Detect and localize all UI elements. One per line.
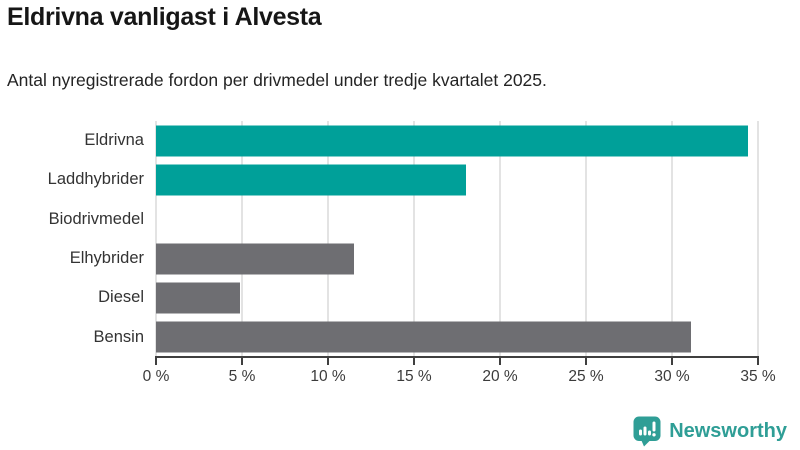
bar-row (156, 200, 758, 239)
bar (156, 282, 241, 314)
gridline (241, 121, 243, 357)
tick-label: 5 % (228, 368, 256, 385)
bar-row (156, 121, 758, 160)
newsworthy-icon (633, 416, 661, 447)
category-label: Bensin (93, 327, 144, 346)
chart-subtitle: Antal nyregistrerade fordon per drivmede… (7, 70, 547, 90)
tick-label: 10 % (310, 368, 346, 385)
tick-mark (327, 358, 329, 365)
category-label: Elhybrider (69, 249, 144, 268)
tick-mark (499, 358, 501, 365)
category-label: Eldrivna (84, 131, 144, 150)
bar (156, 164, 466, 196)
category-label: Biodrivmedel (48, 209, 144, 228)
x-axis-tick-labels: 0 % 5 % 10 % 15 % 20 % 25 % 30 % 35 % (143, 368, 776, 388)
x-axis-line (155, 356, 759, 358)
gridline (585, 121, 587, 357)
bar (156, 321, 691, 353)
tick-label: 35 % (740, 368, 776, 385)
tick-label: 25 % (568, 368, 604, 385)
tick-label: 20 % (482, 368, 518, 385)
bar (156, 243, 354, 275)
tick-mark (585, 358, 587, 365)
chart-title: Eldrivna vanligast i Alvesta (7, 3, 322, 31)
category-label: Laddhybrider (47, 170, 144, 189)
category-label: Diesel (98, 288, 144, 307)
gridline (327, 121, 329, 357)
bar-rows (156, 121, 758, 357)
gridline (757, 121, 759, 357)
plot-area (155, 121, 759, 357)
tick-label: 30 % (654, 368, 690, 385)
tick-mark (413, 358, 415, 365)
bar-row (156, 278, 758, 317)
bar-row (156, 160, 758, 199)
newsworthy-logo: Newsworthy (633, 416, 787, 447)
category-labels: Eldrivna Laddhybrider Biodrivmedel Elhybrid… (0, 121, 144, 357)
tick-mark (241, 358, 243, 365)
tick-label: 0 % (142, 368, 170, 385)
tick-mark (757, 358, 759, 365)
tick-label: 15 % (396, 368, 432, 385)
gridline (155, 121, 157, 357)
bar (156, 125, 748, 157)
x-axis-tick-marks (155, 358, 759, 365)
tick-mark (155, 358, 157, 365)
bar-row (156, 239, 758, 278)
newsworthy-wordmark: Newsworthy (669, 420, 787, 442)
bar-row (156, 318, 758, 357)
tick-mark (671, 358, 673, 365)
gridline (671, 121, 673, 357)
gridline (413, 121, 415, 357)
gridline (499, 121, 501, 357)
